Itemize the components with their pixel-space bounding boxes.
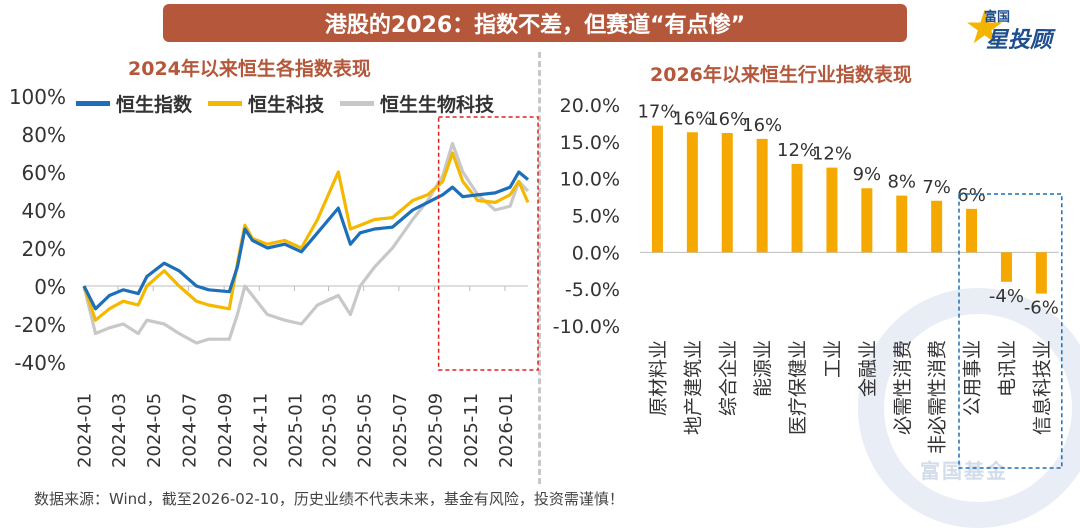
logo-small-text: 富国 [984, 10, 1011, 25]
bar [791, 163, 803, 253]
bar-category-label: 能源业 [752, 340, 774, 397]
bar [1035, 252, 1047, 294]
bar-data-label: 16% [707, 109, 747, 130]
legend-swatch-hstech [208, 101, 243, 106]
legend-swatch-hsbio [340, 101, 375, 106]
line-y-tick-label: -20% [14, 313, 66, 337]
bar-data-label: 16% [742, 115, 782, 136]
bar [686, 132, 698, 253]
bar-category-label: 公用事业 [962, 340, 984, 416]
series-line-hstech [82, 151, 530, 322]
star-icon: ★ [964, 0, 1006, 54]
bar-category-label: 综合企业 [717, 340, 739, 416]
line-x-tick-label: 2024-09 [215, 393, 236, 468]
bar [896, 195, 908, 253]
bar-category-label: 金融业 [857, 340, 879, 397]
bar-category-label: 原材料业 [647, 340, 669, 416]
legend-label-hstech: 恒生科技 [248, 94, 325, 116]
bar-y-tick-label: -10.0% [553, 316, 620, 338]
bar [651, 125, 663, 253]
bar-category-label: 电讯业 [996, 340, 1018, 397]
bar-data-label: 6% [957, 185, 986, 206]
bar-y-tick-label: 0.0% [572, 242, 620, 264]
bar-y-tick-label: 15.0% [560, 132, 620, 154]
bar-y-tick-label: 20.0% [560, 95, 620, 117]
bar-data-label: 17% [637, 102, 677, 123]
legend-swatch-hsi [76, 101, 110, 106]
line-x-tick-label: 2024-07 [179, 393, 200, 468]
legend-item-hsbio: 恒生生物科技 [340, 90, 494, 117]
data-source-note: 数据来源：Wind，截至2026-02-10，历史业绩不代表未来，基金有风险，投… [34, 490, 624, 508]
bar [721, 132, 733, 253]
line-x-tick-label: 2024-01 [74, 393, 95, 468]
bar-y-tick-label: 5.0% [572, 206, 620, 228]
bar-category-label: 工业 [822, 340, 844, 378]
bar [826, 167, 838, 253]
bar [861, 188, 873, 253]
line-y-tick-label: 0% [34, 275, 66, 299]
line-x-tick-label: 2024-11 [250, 393, 271, 468]
bar-category-label: 信息科技业 [1031, 340, 1053, 435]
bar [1000, 252, 1012, 282]
bar-data-label: 12% [812, 144, 852, 165]
legend-label-hsbio: 恒生生物科技 [380, 94, 495, 116]
bar-data-label: 7% [922, 177, 951, 198]
panel-divider [538, 52, 541, 484]
bar-data-label: -6% [1024, 298, 1059, 319]
bar-y-tick-label: 10.0% [560, 169, 620, 191]
series-line-hsbio [82, 141, 530, 345]
line-x-tick-label: 2025-05 [355, 393, 376, 468]
line-x-tick-label: 2025-03 [319, 393, 340, 468]
line-y-tick-label: 40% [22, 199, 66, 223]
bar-category-label: 医疗保健业 [787, 340, 809, 435]
line-y-tick-label: 60% [22, 161, 66, 185]
bar-data-label: 8% [887, 172, 916, 193]
line-x-tick-label: 2026-01 [496, 393, 517, 468]
bar-data-label: 16% [672, 108, 712, 129]
bar-highlight-box [958, 193, 1063, 469]
watermark-text: 富国基金 [920, 459, 1008, 483]
brand-logo: ★ 富国 星投顾 [964, 4, 1074, 54]
bar-category-label: 地产建筑业 [682, 340, 704, 435]
bar [966, 208, 978, 253]
line-chart-legend: 恒生指数 恒生科技 恒生生物科技 [76, 90, 510, 117]
page-title: 港股的2026：指数不差，但赛道“有点惨” [163, 4, 907, 42]
line-y-tick-label: 80% [22, 123, 66, 147]
bar-category-label: 非必需性消费 [927, 340, 949, 454]
line-x-tick-label: 2025-09 [426, 393, 447, 468]
line-x-tick-label: 2024-03 [109, 393, 130, 468]
line-chart-title: 2024年以来恒生各指数表现 [128, 58, 371, 80]
bar-chart-title: 2026年以来恒生行业指数表现 [650, 64, 912, 86]
bar-data-label: 12% [777, 140, 817, 161]
line-highlight-box [437, 116, 539, 371]
bar-category-label: 必需性消费 [892, 340, 914, 435]
line-y-tick-label: 20% [22, 237, 66, 261]
line-x-tick-label: 2024-05 [144, 393, 165, 468]
line-y-tick-label: 100% [9, 85, 66, 109]
line-x-tick-label: 2025-11 [461, 393, 482, 468]
line-y-tick-label: -40% [14, 351, 66, 375]
line-x-tick-label: 2025-01 [285, 393, 306, 468]
legend-item-hsi: 恒生指数 [76, 90, 192, 117]
logo-big-text: 星投顾 [986, 28, 1053, 53]
bar-data-label: 9% [853, 164, 882, 185]
bar-data-label: -4% [989, 286, 1024, 307]
charts-canvas: 100% 80% 60% 40% 20% 0% -20% -40% 2024-01 2024-03… [9, 85, 1063, 469]
legend-label-hsi: 恒生指数 [116, 94, 193, 116]
line-x-tick-label: 2025-07 [390, 393, 411, 468]
bar-y-tick-label: -5.0% [565, 279, 620, 301]
legend-item-hstech: 恒生科技 [208, 90, 324, 117]
bar [931, 200, 943, 253]
series-line-hsi [82, 170, 530, 311]
bar [756, 138, 768, 253]
